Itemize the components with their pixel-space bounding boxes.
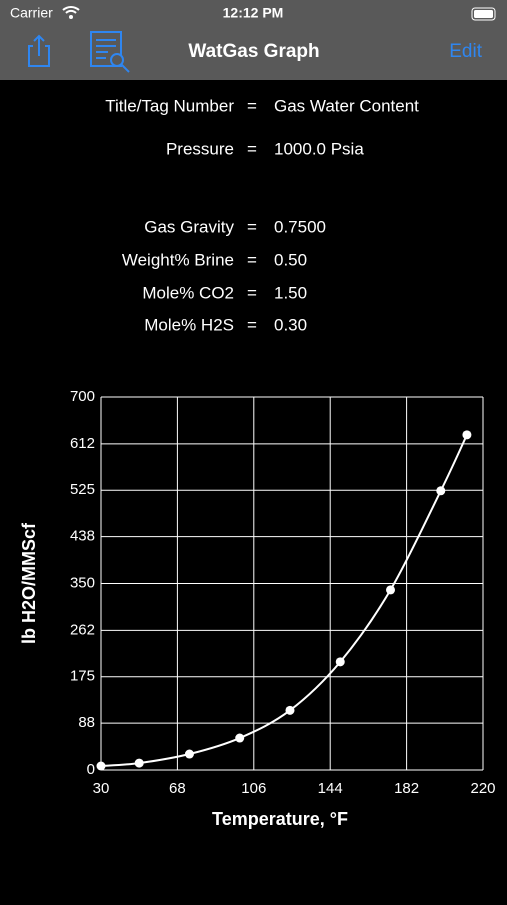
battery-level [474, 10, 493, 18]
x-tick-label: 106 [241, 780, 266, 797]
y-tick-label: 350 [70, 574, 95, 591]
doc-lines [96, 39, 116, 59]
y-tick-label: 700 [70, 388, 95, 405]
y-tick-label: 0 [87, 761, 95, 778]
battery [471, 7, 496, 21]
info-value: 0.30 [274, 315, 307, 334]
data-point [335, 657, 345, 667]
info-value: 0.50 [274, 250, 307, 269]
y-tick-label: 612 [70, 435, 95, 452]
x-tick-label: 220 [470, 780, 495, 797]
info-value: 1000.0 Psia [274, 139, 364, 158]
magnifier [110, 53, 124, 67]
nav-title: WatGas Graph [188, 41, 319, 62]
carrier: Carrier [10, 5, 53, 21]
edit-button[interactable]: Edit [449, 41, 482, 62]
x-tick-label: 182 [394, 780, 419, 797]
info-label: Weight% Brine [122, 250, 234, 269]
wifi-dot [69, 15, 73, 19]
data-point [184, 749, 194, 759]
top-bar [0, 0, 507, 80]
y-axis-label: lb H2O/MMScf [19, 522, 39, 644]
share-arrow [33, 34, 45, 56]
info-value: 1.50 [274, 283, 307, 302]
info-separator: = [247, 217, 257, 236]
info-value: 0.7500 [274, 217, 326, 236]
info-separator: = [247, 139, 257, 158]
x-tick-label: 30 [93, 780, 110, 797]
info-label: Title/Tag Number [105, 96, 234, 115]
data-point [96, 761, 106, 771]
y-tick-label: 88 [78, 714, 95, 731]
doc-icon [90, 31, 122, 67]
y-tick-label: 525 [70, 481, 95, 498]
y-tick-label: 438 [70, 528, 95, 545]
wifi-icon [62, 6, 80, 14]
info-label: Pressure [166, 139, 234, 158]
y-tick-label: 175 [70, 668, 95, 685]
info-label: Mole% H2S [144, 315, 234, 334]
data-point [436, 486, 446, 496]
info-separator: = [247, 96, 257, 115]
info-label: Mole% CO2 [142, 283, 234, 302]
share-box [28, 45, 50, 67]
info-separator: = [247, 283, 257, 302]
data-line [100, 434, 468, 768]
report-button[interactable] [90, 31, 130, 73]
y-tick-label: 262 [70, 621, 95, 638]
time: 12:12 PM [223, 5, 284, 21]
share-button[interactable] [28, 34, 50, 67]
info-separator: = [247, 315, 257, 334]
info-label: Gas Gravity [144, 217, 234, 236]
x-tick-label: 68 [169, 780, 186, 797]
x-tick-label: 144 [318, 780, 343, 797]
info-value: Gas Water Content [274, 96, 419, 115]
x-axis-label: Temperature, °F [212, 809, 348, 829]
magnifier-handle [120, 63, 130, 73]
data-point [386, 585, 396, 595]
data-point [285, 705, 295, 715]
data-point [235, 733, 245, 743]
data-point [134, 758, 144, 768]
info-separator: = [247, 250, 257, 269]
data-point [462, 430, 472, 440]
